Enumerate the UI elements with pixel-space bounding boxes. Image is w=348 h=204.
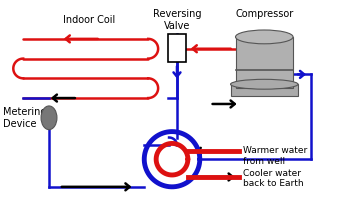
Ellipse shape: [230, 79, 298, 89]
Text: Indoor Coil: Indoor Coil: [63, 15, 115, 25]
Text: Reversing
Valve: Reversing Valve: [153, 9, 201, 31]
Bar: [236, 37, 293, 88]
Bar: [230, 84, 298, 96]
Ellipse shape: [41, 106, 57, 130]
Ellipse shape: [236, 30, 293, 44]
Text: Cooler water
back to Earth: Cooler water back to Earth: [244, 169, 304, 188]
Bar: [168, 34, 186, 62]
Text: Compressor: Compressor: [235, 9, 293, 19]
Text: Warmer water
from well: Warmer water from well: [244, 146, 308, 166]
Text: Metering
Device: Metering Device: [3, 107, 47, 129]
